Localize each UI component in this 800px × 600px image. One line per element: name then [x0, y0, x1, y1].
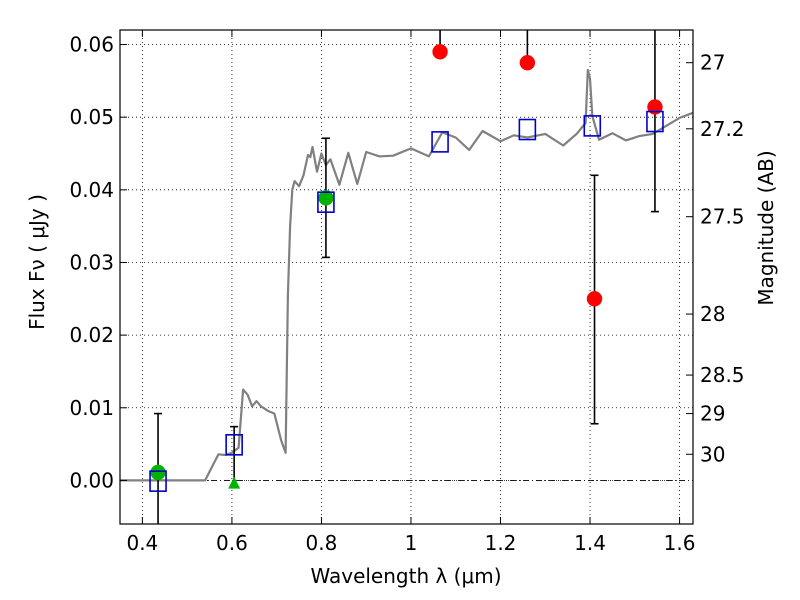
- y-tick-label: 0.01: [69, 396, 114, 420]
- y-tick-label: 0.03: [69, 250, 114, 274]
- y-tick-label: 0.06: [69, 33, 114, 57]
- x-tick-label: 1.4: [574, 531, 606, 555]
- mag-tick-label: 27.5: [700, 205, 745, 229]
- x-tick-label: 0.8: [306, 531, 338, 555]
- mag-tick-label: 29: [700, 402, 725, 426]
- detected-point: [150, 464, 166, 481]
- mag-tick-label: 27: [700, 51, 725, 75]
- y2-axis-label: Magnitude (AB): [754, 150, 778, 305]
- tick-labels: 0.4 0.6 0.8 1 1.2 1.4 1.6 0.00 0.01 0.02 0.03 0.04 0…: [69, 33, 744, 555]
- observed-point: [519, 54, 536, 71]
- y-axis-label: Flux Fν ( μJy ): [25, 194, 49, 330]
- model-sed-series: [120, 68, 693, 482]
- synthetic-photometry-point: [518, 118, 537, 141]
- synthetic-photometry-point: [646, 110, 664, 133]
- mag-tick-label: 28.5: [700, 363, 745, 387]
- y-tick-label: 0.05: [69, 105, 114, 129]
- upper-limit-marker: [228, 476, 241, 489]
- synthetic-photometry-point: [149, 470, 167, 492]
- y-tick-label: 0.04: [69, 178, 114, 202]
- synthetic-photometry-point: [317, 191, 335, 213]
- mag-tick-label: 30: [700, 442, 725, 466]
- axis-ticks: [120, 30, 693, 524]
- synthetic-photometry-point: [431, 131, 449, 153]
- mag-tick-label: 27.2: [700, 117, 745, 141]
- x-tick-label: 0.6: [216, 531, 248, 555]
- mag-tick-label: 28: [700, 302, 725, 326]
- x-axis-label: Wavelength λ (μm): [310, 564, 501, 588]
- x-tick-label: 1.2: [485, 531, 517, 555]
- synthetic-photometry-point: [225, 434, 243, 456]
- synthetic-photometry-point: [583, 115, 602, 137]
- plot-frame: [119, 29, 694, 525]
- markers: [149, 44, 664, 492]
- x-tick-label: 1: [405, 531, 418, 555]
- model-sed-line: [120, 68, 693, 482]
- observed-point: [586, 291, 603, 307]
- x-tick-label: 0.4: [126, 531, 158, 555]
- observed-point: [432, 44, 448, 60]
- y-tick-label: 0.02: [69, 323, 114, 347]
- x-tick-label: 1.6: [664, 531, 696, 555]
- y-tick-label: 0.00: [69, 468, 114, 492]
